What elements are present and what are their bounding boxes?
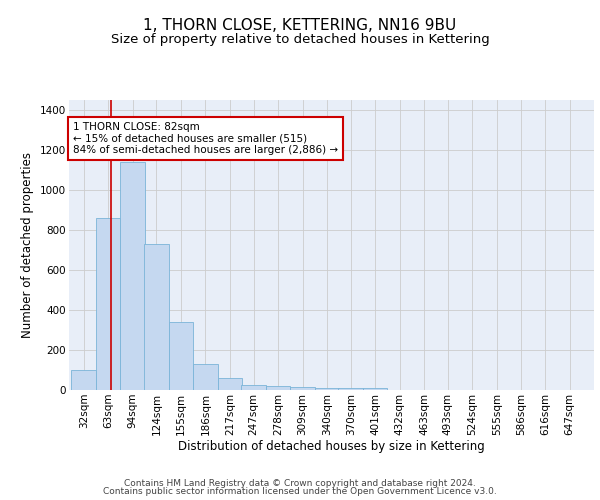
X-axis label: Distribution of detached houses by size in Kettering: Distribution of detached houses by size … [178,440,485,454]
Y-axis label: Number of detached properties: Number of detached properties [22,152,34,338]
Bar [290,387,315,390]
Bar [218,378,242,390]
Bar [121,162,145,390]
Text: 1 THORN CLOSE: 82sqm
← 15% of detached houses are smaller (515)
84% of semi-deta: 1 THORN CLOSE: 82sqm ← 15% of detached h… [73,122,338,155]
Bar [338,388,363,390]
Bar [315,388,339,390]
Text: Contains HM Land Registry data © Crown copyright and database right 2024.: Contains HM Land Registry data © Crown c… [124,478,476,488]
Bar [71,370,96,390]
Bar [96,218,121,390]
Text: Size of property relative to detached houses in Kettering: Size of property relative to detached ho… [110,32,490,46]
Bar [241,384,266,390]
Text: 1, THORN CLOSE, KETTERING, NN16 9BU: 1, THORN CLOSE, KETTERING, NN16 9BU [143,18,457,32]
Bar [266,386,290,390]
Bar [193,364,218,390]
Bar [144,244,169,390]
Bar [363,388,388,390]
Bar [169,322,193,390]
Text: Contains public sector information licensed under the Open Government Licence v3: Contains public sector information licen… [103,487,497,496]
